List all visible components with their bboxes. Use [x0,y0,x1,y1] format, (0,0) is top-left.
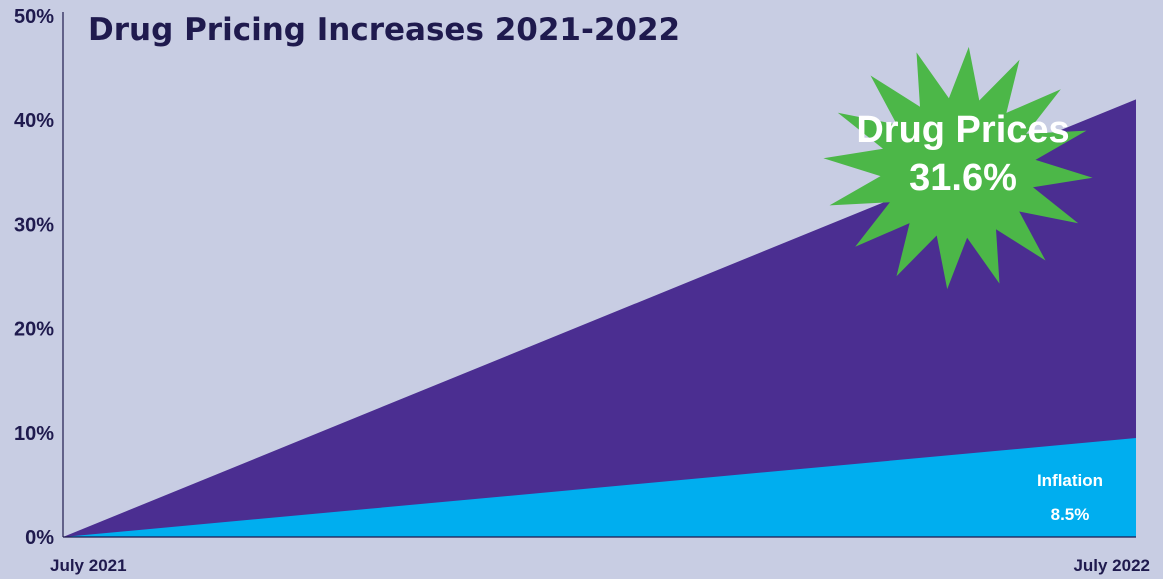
x-tick-label: July 2021 [50,556,127,575]
area-series-drug-prices [63,99,1136,538]
drug-prices-label: Drug Prices [856,109,1069,151]
inflation-label: Inflation [1037,471,1103,490]
drug-prices-value: 31.6% [909,157,1017,199]
inflation-value: 8.5% [1051,505,1090,524]
y-tick-label: 40% [14,110,54,132]
drug-prices-starburst: Drug Prices 31.6% [823,46,1093,290]
starburst-shape [823,46,1093,290]
chart-title: Drug Pricing Increases 2021-2022 [88,12,680,48]
y-tick-label: 0% [25,527,54,549]
x-tick-label: July 2022 [1073,556,1150,575]
y-tick-label: 20% [14,319,54,341]
area-series-inflation [63,438,1136,537]
area-layer [63,99,1136,538]
axis-layer [62,12,1136,538]
tick-label-layer: 0% 10% 20% 30% 40% 50% July 2021 July 2022 [14,6,1150,575]
y-tick-label: 10% [14,423,54,445]
y-tick-label: 30% [14,214,54,236]
y-tick-label: 50% [14,6,54,28]
